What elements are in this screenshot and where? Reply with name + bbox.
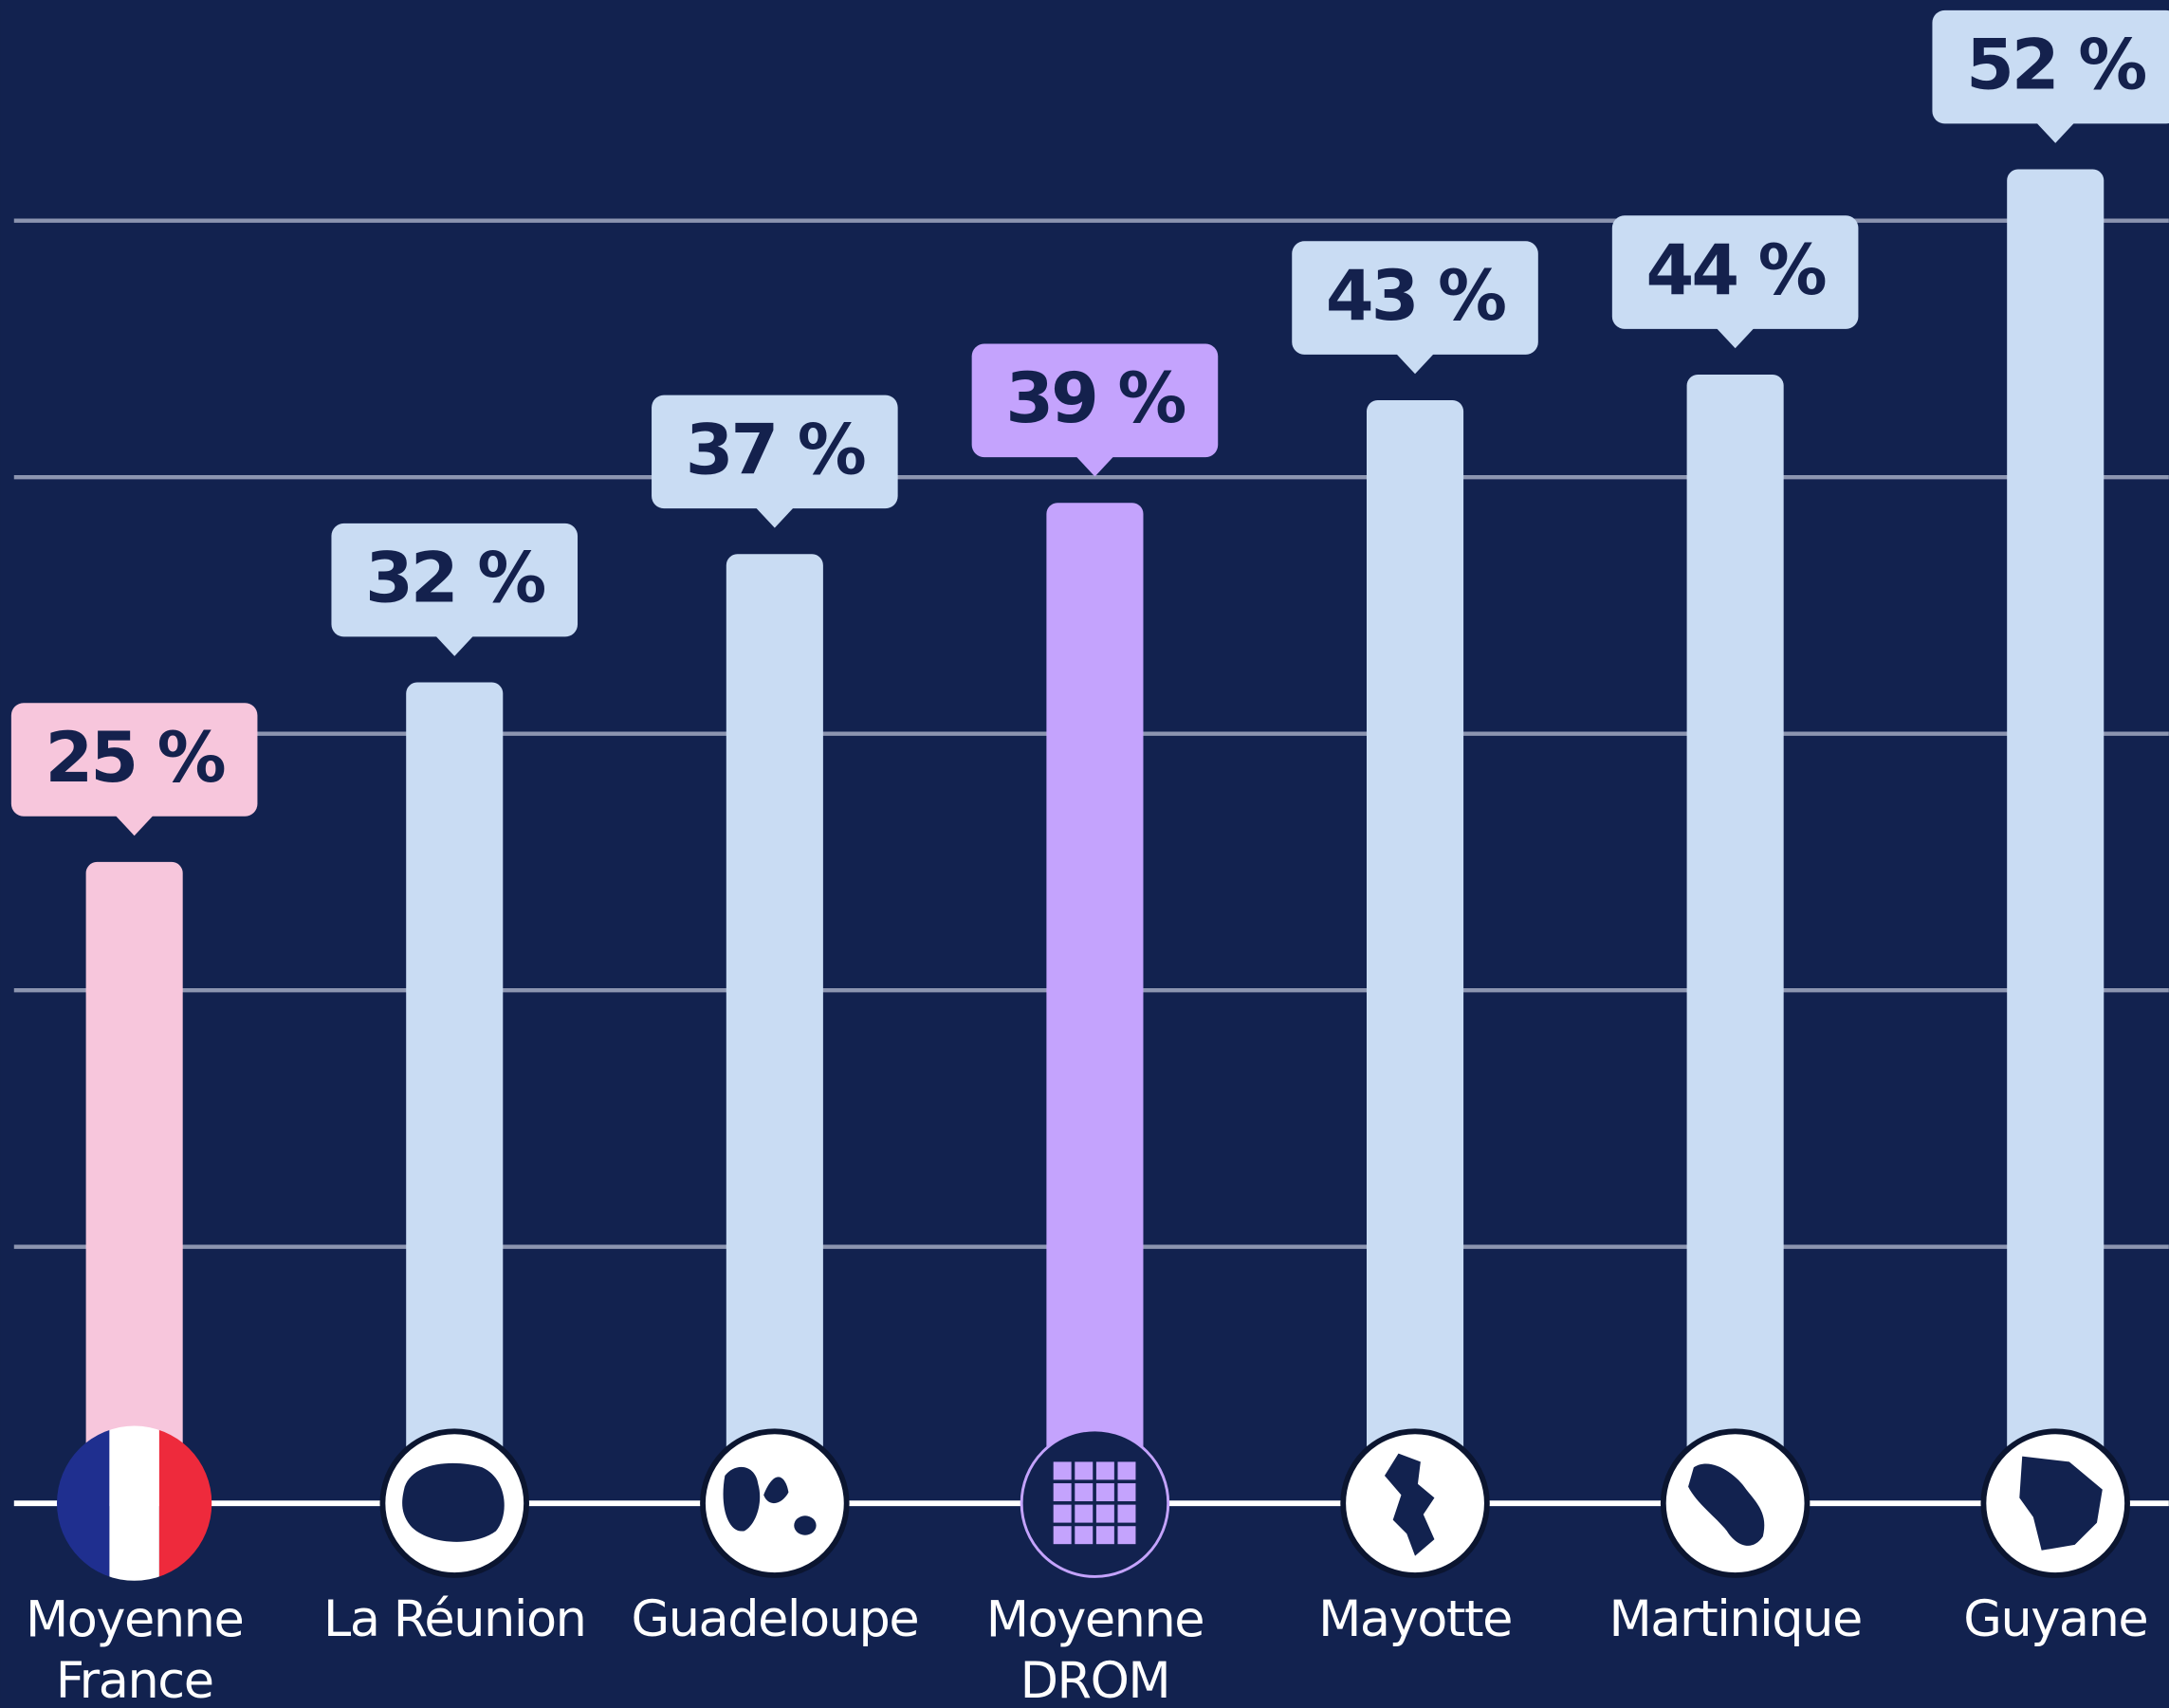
grid-square (1095, 1461, 1114, 1480)
territory-shape (1688, 1463, 1765, 1546)
value-label-box (1932, 9, 2169, 124)
category-icon (379, 1428, 529, 1578)
x-tick-label: Guadeloupe (631, 1590, 918, 1648)
icon-circle (1020, 1428, 1170, 1578)
value-label-pointer (2035, 121, 2075, 143)
x-tick-label: Moyenne France (26, 1590, 243, 1708)
category-icon (56, 1425, 212, 1581)
value-label-box (10, 703, 258, 817)
grid-square (1053, 1483, 1072, 1501)
x-tick-label: Moyenne DROM (986, 1590, 1204, 1708)
category-icon (700, 1428, 850, 1578)
value-label-pointer (1075, 455, 1114, 477)
grid-square (1075, 1504, 1094, 1523)
grid-square (1053, 1461, 1072, 1480)
value-label: 43 % (1326, 256, 1505, 337)
grid-square (1117, 1504, 1136, 1523)
bar (85, 861, 183, 1504)
value-label-pointer (755, 506, 795, 528)
x-tick-label: Guyane (1963, 1590, 2147, 1648)
grid-square (1095, 1483, 1114, 1501)
x-tick-label: Martinique (1608, 1590, 1861, 1648)
bar (1366, 399, 1464, 1504)
category-icon (1980, 1428, 2130, 1578)
grid-square (1075, 1483, 1094, 1501)
value-label-box (1292, 241, 1538, 355)
flag (56, 1425, 212, 1581)
value-label: 25 % (46, 718, 225, 799)
category-icon (1660, 1428, 1811, 1578)
value-label-pointer (434, 634, 474, 656)
value-label: 44 % (1646, 230, 1826, 311)
bar (2007, 169, 2105, 1504)
grid-square (1117, 1483, 1136, 1501)
grid-square (1095, 1526, 1114, 1545)
value-label: 52 % (1966, 26, 2145, 106)
territory-shape (2019, 1456, 2103, 1551)
grid-square (1117, 1526, 1136, 1545)
value-label-pointer (1716, 327, 1755, 349)
grid-square (1053, 1504, 1072, 1523)
grid-square (1075, 1526, 1094, 1545)
grid-square (1075, 1461, 1094, 1480)
value-label: 32 % (365, 539, 544, 619)
flag-white (109, 1425, 159, 1581)
bar (726, 554, 823, 1504)
grid-square (1117, 1461, 1136, 1480)
category-icon (1340, 1428, 1490, 1578)
value-label: 37 % (686, 410, 865, 490)
value-label-pointer (1395, 353, 1435, 375)
value-label-pointer (115, 815, 155, 836)
value-label: 39 % (1005, 358, 1185, 439)
territory-shape (402, 1462, 505, 1542)
bar (406, 682, 504, 1504)
value-label-box (1611, 215, 1859, 329)
bar (1686, 374, 1784, 1504)
territory-shape (723, 1466, 817, 1535)
value-label-box (652, 395, 898, 509)
x-tick-label: Mayotte (1318, 1590, 1512, 1648)
bar (1046, 503, 1144, 1504)
grid-square (1095, 1504, 1114, 1523)
territory-shape (1384, 1453, 1435, 1556)
value-label-box (971, 343, 1219, 458)
x-tick-label: La Réunion (323, 1590, 585, 1648)
value-label-box (331, 523, 579, 637)
category-icon (1020, 1428, 1170, 1578)
grid-square (1053, 1526, 1072, 1545)
